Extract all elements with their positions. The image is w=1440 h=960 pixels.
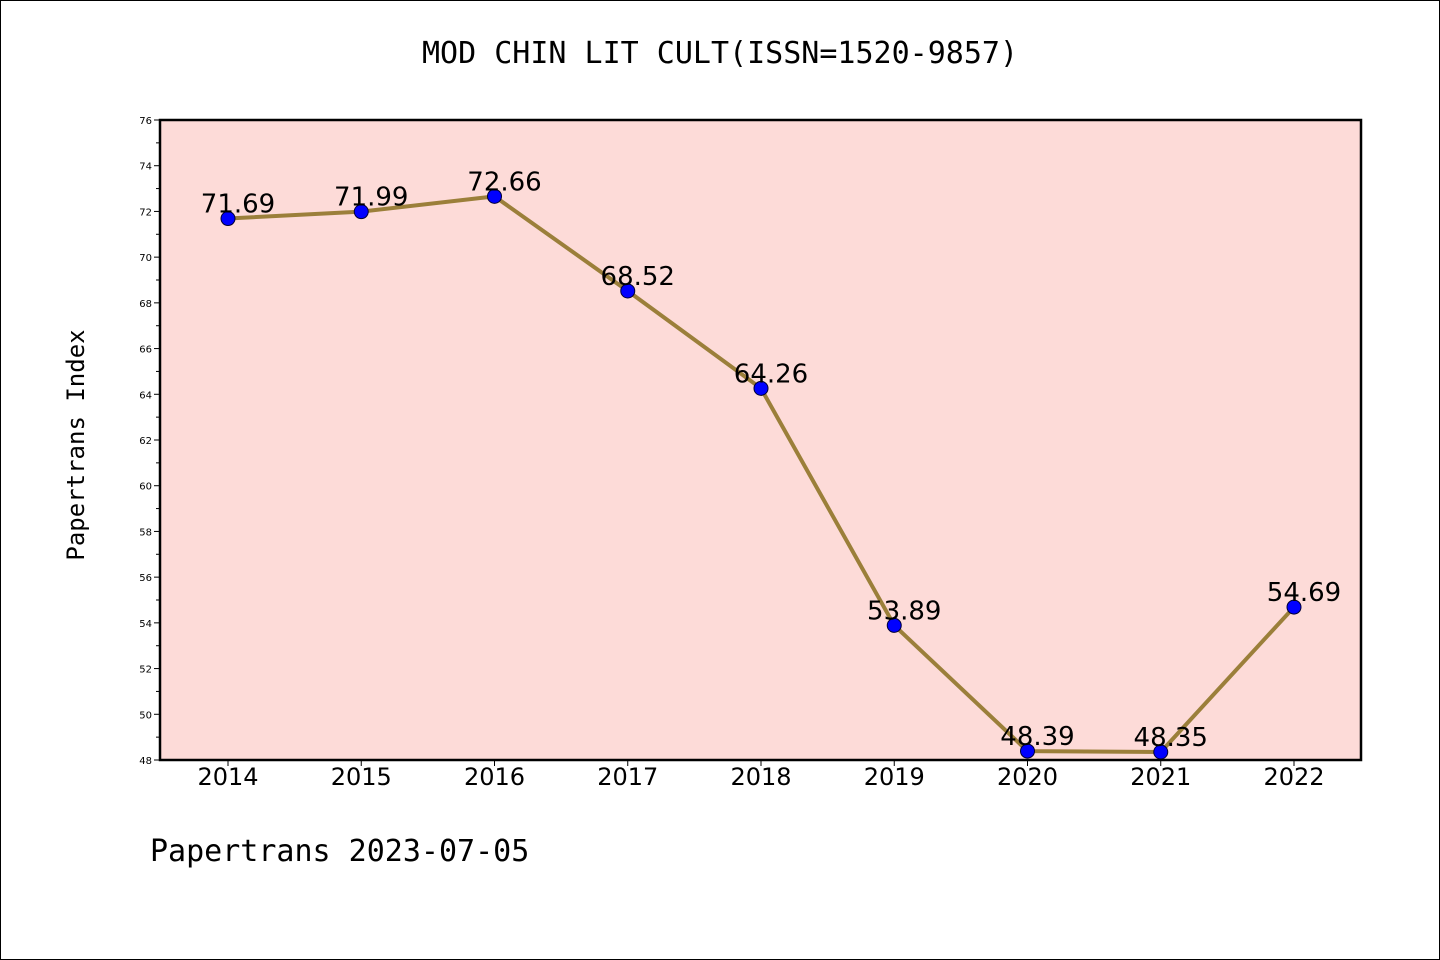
data-point <box>487 188 502 204</box>
y-tick-label: 56 <box>139 573 152 584</box>
data-label: 68.52 <box>601 262 675 292</box>
data-label: 72.66 <box>467 167 541 197</box>
y-tick-label: 60 <box>139 482 152 493</box>
y-tick-label: 58 <box>139 527 152 538</box>
y-tick-label: 76 <box>139 116 152 127</box>
plot-area <box>160 120 1361 760</box>
y-axis-ticks: 48 50 52 54 56 58 60 62 64 66 68 70 72 74 76 <box>139 116 160 767</box>
x-tick-label: 2018 <box>730 763 791 791</box>
x-axis-ticks: 2014 2015 2016 2017 2018 2019 2020 2021 2022 <box>197 760 1325 791</box>
data-label: 71.99 <box>334 183 408 213</box>
chart-title: MOD CHIN LIT CULT(ISSN=1520-9857) <box>421 36 1019 71</box>
data-label: 48.39 <box>1000 722 1074 752</box>
data-label: 53.89 <box>867 596 941 626</box>
data-point <box>353 204 369 220</box>
plot-border <box>158 118 1363 762</box>
x-tick-label: 2022 <box>1263 763 1324 791</box>
data-point <box>886 617 902 633</box>
y-tick-label: 62 <box>139 436 152 447</box>
data-label: 48.35 <box>1134 723 1208 753</box>
y-tick-label: 48 <box>139 756 152 767</box>
data-point <box>1020 743 1035 759</box>
y-tick-label: 68 <box>139 299 152 310</box>
data-label: 71.69 <box>201 190 275 220</box>
data-point <box>620 283 636 299</box>
y-tick-label: 70 <box>139 253 152 264</box>
x-tick-label: 2015 <box>331 763 392 791</box>
y-tick-label: 52 <box>139 665 152 676</box>
data-point <box>220 211 236 227</box>
y-tick-label: 74 <box>139 162 152 173</box>
y-tick-label: 54 <box>139 619 152 630</box>
series-layer: 71.69 71.99 72.66 68.52 64.26 53.89 48.39 48.35… <box>201 167 1341 760</box>
footer-watermark: Papertrans 2023-07-05 <box>150 834 530 869</box>
data-point <box>1286 599 1302 615</box>
x-tick-label: 2014 <box>197 763 258 791</box>
x-tick-label: 2016 <box>464 763 525 791</box>
data-point <box>753 380 769 396</box>
data-label: 54.69 <box>1267 578 1341 608</box>
x-tick-label: 2017 <box>597 763 658 791</box>
x-tick-label: 2019 <box>864 763 925 791</box>
data-label: 64.26 <box>734 359 808 389</box>
y-tick-label: 64 <box>139 390 152 401</box>
x-tick-label: 2021 <box>1130 763 1191 791</box>
x-tick-label: 2020 <box>997 763 1058 791</box>
y-tick-label: 66 <box>139 345 152 356</box>
y-tick-label: 72 <box>139 207 152 218</box>
y-tick-label: 50 <box>139 710 152 721</box>
